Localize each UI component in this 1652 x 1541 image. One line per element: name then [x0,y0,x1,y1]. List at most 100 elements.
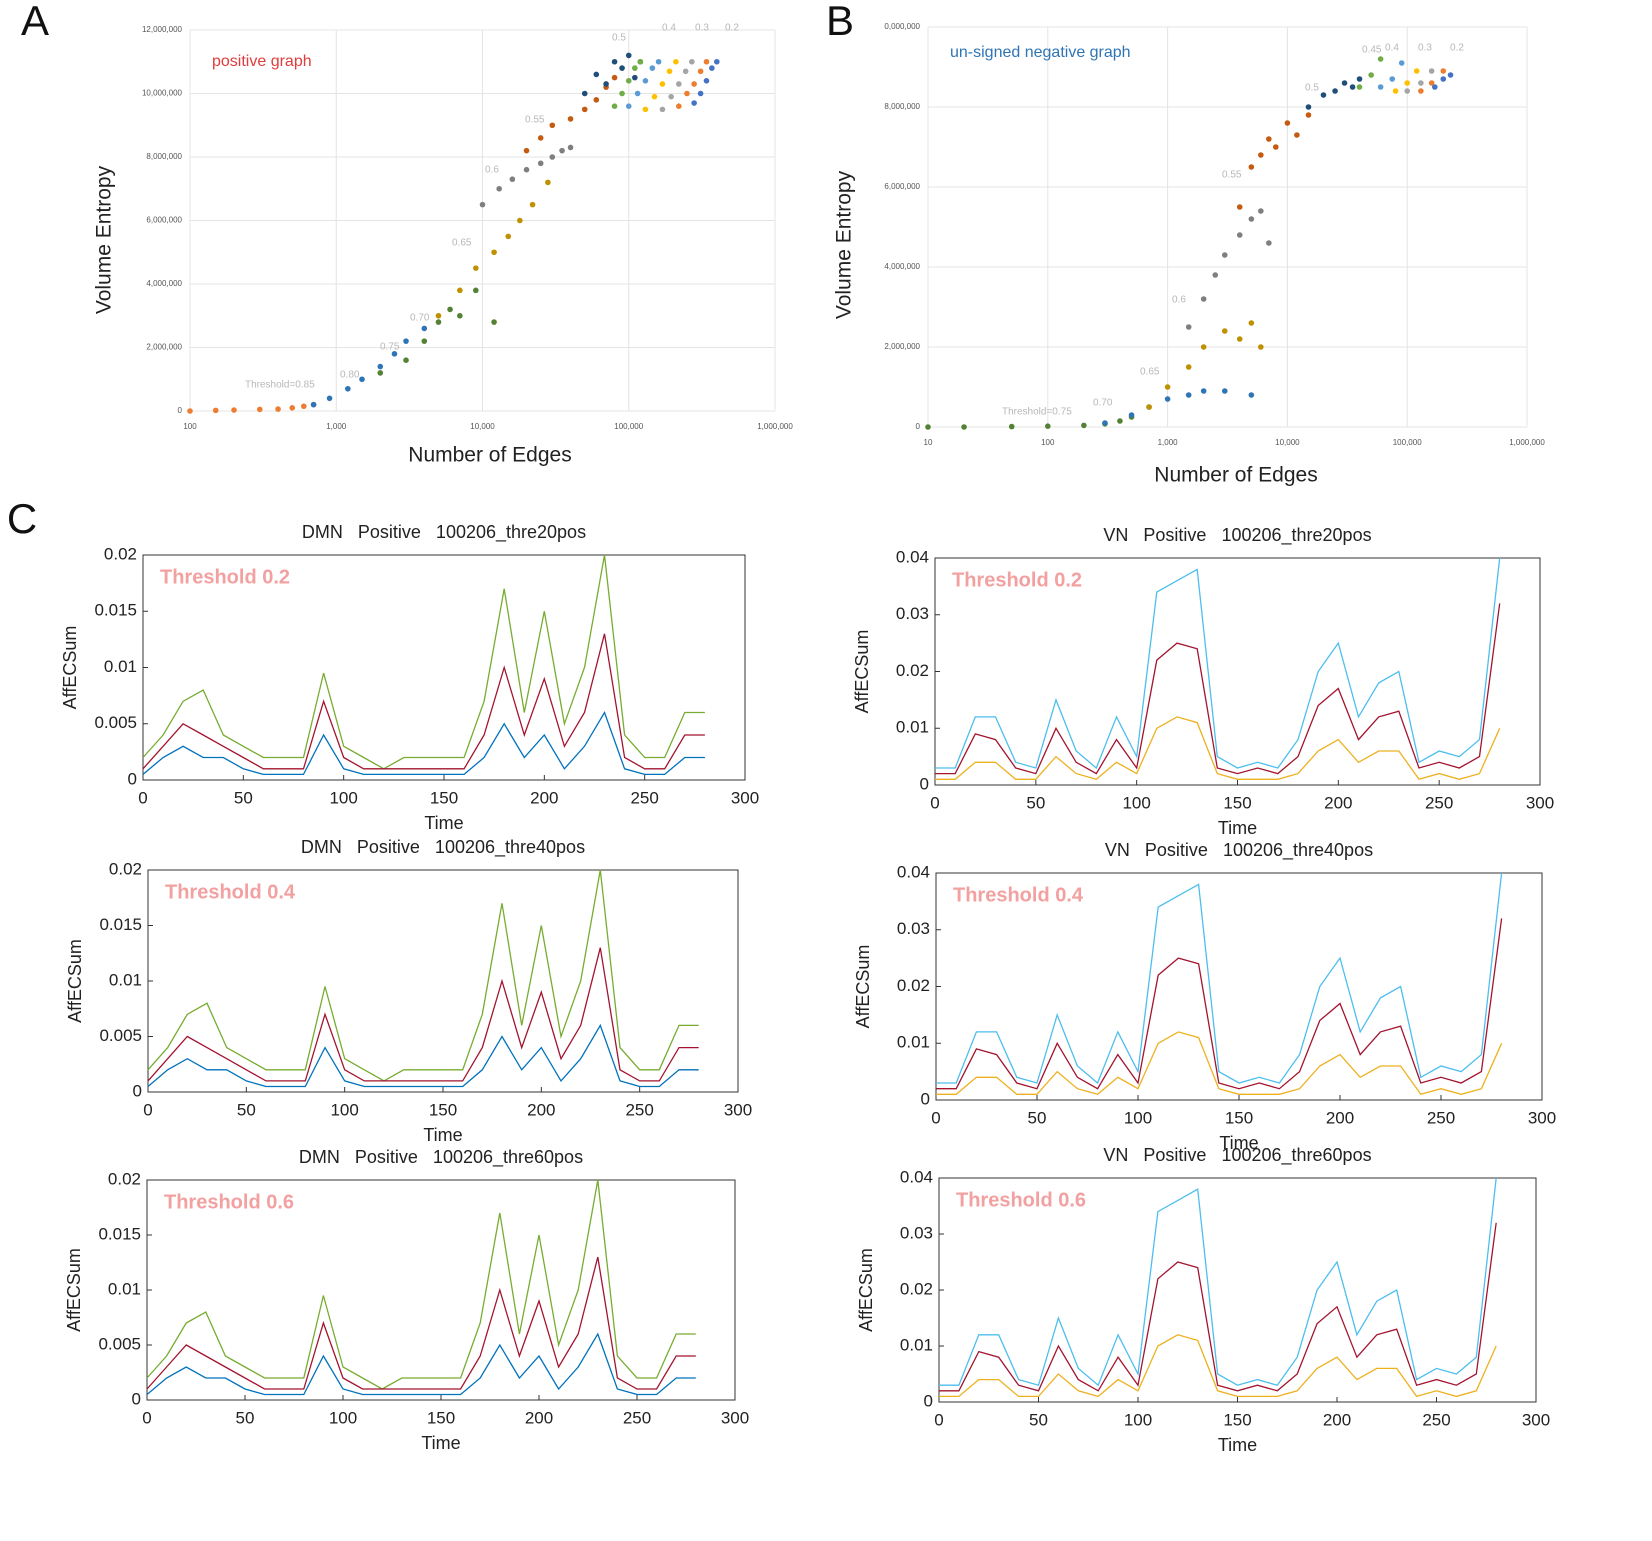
x-tick-label: 250 [1422,1410,1450,1429]
x-axis-label: Time [1219,1133,1258,1153]
point [625,103,632,109]
point [1294,132,1300,138]
x-tick-label: 150 [1223,793,1251,812]
chart-title: DMN Positive 100206_thre60pos [299,1147,583,1168]
point [668,93,674,100]
x-tick-label: 250 [630,788,658,807]
series-line [935,603,1501,775]
threshold-label: Threshold=0.85 [245,380,315,391]
chart-title: VN Positive 100206_thre20pos [1103,525,1371,546]
threshold-label: 0.4 [1385,43,1399,54]
y-tick-label: 0.02 [104,544,137,563]
series-line [142,633,705,770]
point [1236,232,1243,238]
x-tick-label: 50 [1029,1410,1048,1429]
point [421,325,428,332]
threshold-label: 0.2 [725,23,739,34]
point [593,71,600,78]
threshold-label: 0.3 [695,23,709,34]
series-line [935,716,1501,781]
panel-letter: B [826,0,854,44]
point [1389,76,1396,82]
point [1349,84,1356,90]
point [659,106,666,113]
y-tick-label: 0.04 [897,862,930,881]
point [1398,60,1405,66]
plot-box [146,1179,736,1401]
point [1440,76,1447,82]
y-tick-label: 8,000,000 [884,102,920,111]
y-tick-label: 0 [924,1391,933,1410]
point [1248,392,1255,398]
threshold-label: 0.65 [1140,367,1160,378]
y-tick-label: 0.02 [109,859,142,878]
x-tick-label: 300 [724,1100,752,1119]
y-axis-label: AffECSum [65,939,85,1023]
point [523,147,530,154]
y-tick-label: 0.01 [897,1033,930,1052]
threshold-label: 0.5 [1305,83,1319,94]
point [1164,384,1171,390]
point [637,58,644,65]
point [1185,324,1192,330]
point [1447,72,1454,78]
point [703,58,710,65]
point [691,100,697,106]
point [1432,84,1438,90]
y-tick-label: 0.03 [900,1223,933,1242]
point [473,287,479,294]
point [1212,272,1219,278]
point [187,408,193,414]
point [435,312,442,319]
point [1248,164,1255,170]
x-tick-label: 100 [1124,1410,1152,1429]
y-tick-label: 0 [921,1089,930,1108]
point [567,116,574,122]
threshold-label: Threshold 0.6 [956,1189,1086,1211]
x-tick-label: 50 [1026,793,1045,812]
point [684,90,690,97]
x-tick-label: 300 [1526,793,1554,812]
point [377,370,384,376]
point [1404,80,1410,86]
series-line [142,710,705,776]
point [421,338,428,344]
point [709,65,715,71]
x-tick-label: 100 [1124,1108,1152,1127]
x-tick-label: 50 [1028,1108,1047,1127]
point [1266,240,1272,246]
point [545,179,551,186]
threshold-label: 0.4 [662,23,676,34]
series-line [936,1031,1503,1096]
x-axis-label: Time [1218,1435,1257,1455]
y-axis-label: AffECSum [852,630,872,714]
chart-title: VN Positive 100206_thre60pos [1103,1145,1371,1166]
x-tick-label: 0 [931,1108,940,1127]
y-axis-label: AffECSum [856,1248,876,1332]
y-tick-label: 12,000,000 [142,25,183,34]
series-line [147,1023,699,1088]
y-tick-label: 8,000,000 [146,152,182,161]
point [1272,144,1279,150]
x-tick-label: 150 [430,788,458,807]
x-tick-label: 100 [1122,793,1150,812]
point [697,90,704,97]
subtitle: un-signed negative graph [950,44,1131,61]
series-line [142,554,705,770]
threshold-label: 0.70 [410,313,430,324]
plot-box [142,554,746,781]
series-line [146,1256,696,1390]
series-line [939,1222,1497,1392]
y-tick-label: 0 [132,1389,141,1408]
threshold-label: 0.75 [380,342,400,353]
point [457,312,463,319]
x-tick-label: 200 [525,1408,553,1427]
point [1221,328,1228,334]
point [212,407,219,414]
x-tick-label: 1,000,000 [1509,438,1545,447]
series-line [936,918,1503,1090]
threshold-label: 0.6 [1172,295,1186,306]
y-tick-label: 0.01 [108,1279,141,1298]
plot-box [935,872,1543,1101]
point [509,176,516,183]
